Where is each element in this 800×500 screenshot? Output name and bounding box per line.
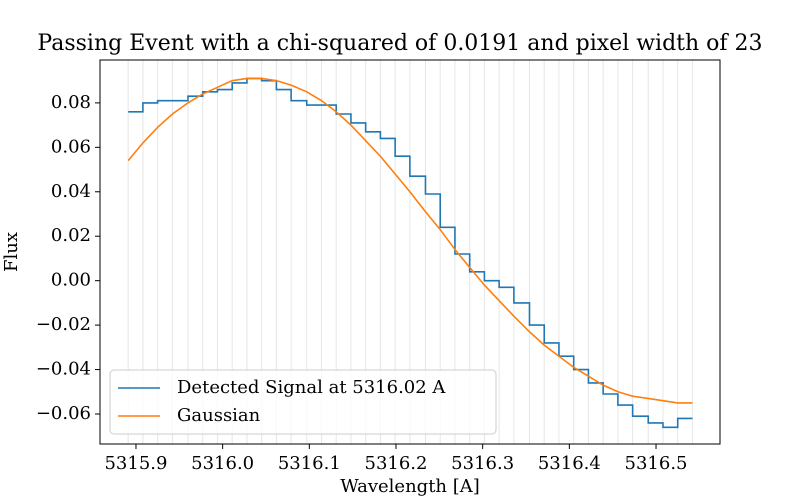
x-tick-label: 5316.4 xyxy=(538,453,601,474)
y-tick-label: 0.06 xyxy=(51,136,91,157)
plot-frame xyxy=(99,59,721,445)
chart-title: Passing Event with a chi-squared of 0.01… xyxy=(37,31,762,56)
y-tick-label: 0.08 xyxy=(51,92,91,113)
y-tick-label: 0.00 xyxy=(51,270,91,291)
x-tick-label: 5316.0 xyxy=(191,453,254,474)
y-tick-label: 0.04 xyxy=(51,181,91,202)
y-tick-label: 0.02 xyxy=(51,225,91,246)
legend-box xyxy=(109,369,497,435)
y-tick-label: −0.06 xyxy=(36,403,91,424)
data-line xyxy=(127,77,693,404)
x-tick-label: 5316.2 xyxy=(365,453,428,474)
legend-label: Gaussian xyxy=(177,405,261,426)
legend-label: Detected Signal at 5316.02 A xyxy=(177,377,446,398)
x-tick-label: 5316.3 xyxy=(451,453,514,474)
x-tick-label: 5316.5 xyxy=(625,453,688,474)
x-axis-label: Wavelength [A] xyxy=(340,476,480,497)
y-tick-label: −0.04 xyxy=(36,359,91,380)
y-tick-label: −0.02 xyxy=(36,314,91,335)
x-tick-label: 5316.1 xyxy=(278,453,341,474)
x-tick-label: 5315.9 xyxy=(104,453,167,474)
y-axis-label: Flux xyxy=(1,232,22,272)
